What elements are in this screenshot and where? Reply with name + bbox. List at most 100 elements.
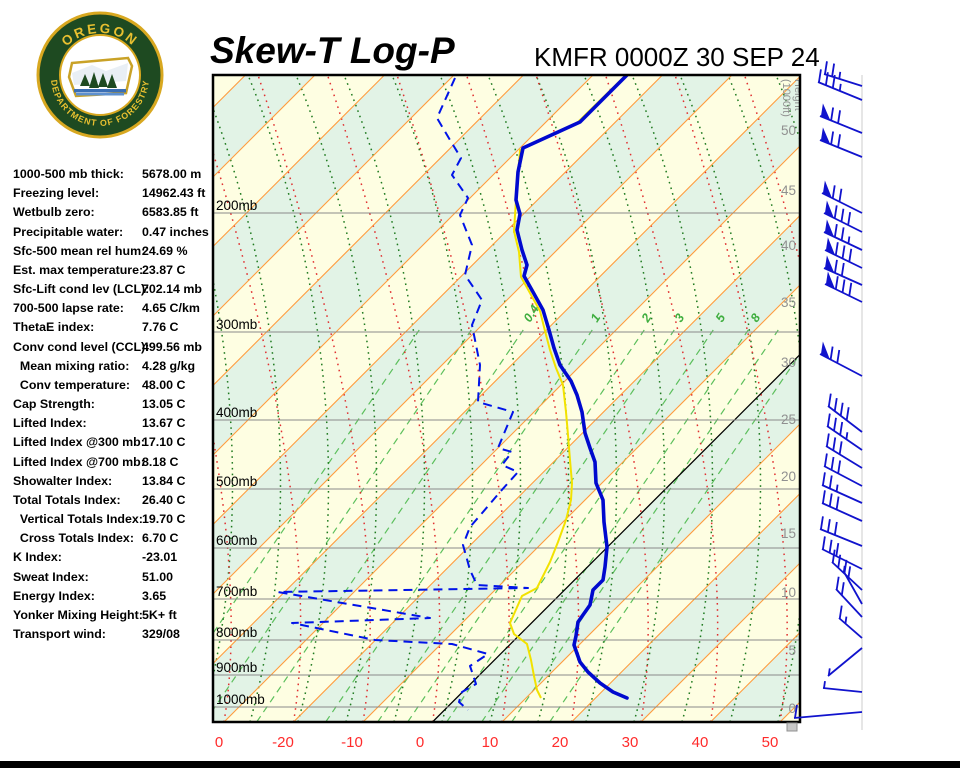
x-tick-label-1: -20 xyxy=(272,734,294,751)
wind-barb-12 xyxy=(826,413,863,451)
moist-adiabat xyxy=(727,75,800,722)
x-tick-label-7: 40 xyxy=(692,734,709,751)
index-label: Cross Totals Index: xyxy=(13,531,134,546)
index-row-1: Freezing level: 14962.43 ft xyxy=(13,186,205,200)
index-value: 0.47 inches xyxy=(142,224,209,239)
height-label-10: 10 xyxy=(781,585,796,600)
index-row-23: Yonker Mixing Height: 5K+ ft xyxy=(13,608,177,622)
index-row-15: Lifted Index @700 mb: 8.18 C xyxy=(13,455,179,469)
pressure-label-200mb: 200mb xyxy=(216,198,257,213)
moist-adiabat xyxy=(213,106,282,722)
chart-border xyxy=(211,73,802,724)
index-label: Wetbulb zero: xyxy=(13,205,95,220)
index-value: 13.67 C xyxy=(142,416,186,431)
index-label: Conv temperature: xyxy=(13,377,131,392)
wind-barb-24 xyxy=(822,680,863,693)
band xyxy=(0,75,176,722)
isotherm xyxy=(223,145,800,722)
isotherm xyxy=(213,75,385,248)
pressure-label-800mb: 800mb xyxy=(216,625,257,640)
wind-barb-5 xyxy=(823,200,863,233)
pressure-label-900mb: 900mb xyxy=(216,660,257,675)
wet-bulb-trace xyxy=(508,76,625,699)
x-tick-label-6: 30 xyxy=(622,734,639,751)
temperature-trace xyxy=(514,75,629,700)
x-tick-label-8: 50 xyxy=(762,734,779,751)
index-row-19: Cross Totals Index: 6.70 C xyxy=(13,531,179,545)
height-label-50: 50 xyxy=(781,123,796,138)
index-value: 23.87 C xyxy=(142,262,186,277)
wind-barb-22 xyxy=(838,605,863,639)
wind-barb-13 xyxy=(825,433,863,469)
index-value: 7.76 C xyxy=(142,320,179,335)
zero-isotherm xyxy=(432,353,800,722)
index-value: -23.01 xyxy=(142,550,178,565)
index-value: 14962.43 ft xyxy=(142,186,206,201)
wind-barb-column xyxy=(793,61,863,730)
index-value: 4.28 g/kg xyxy=(142,358,196,373)
index-label: Transport wind: xyxy=(13,627,106,642)
moist-adiabat xyxy=(631,75,714,722)
x-tick-label-2: -10 xyxy=(341,734,363,751)
index-value: 5678.00 m xyxy=(142,167,202,181)
wind-barb-7 xyxy=(824,237,863,269)
moist-adiabat xyxy=(872,75,952,722)
index-value: 3.65 xyxy=(142,588,167,603)
height-label-25: 25 xyxy=(781,412,796,427)
index-value: 13.84 C xyxy=(142,473,186,488)
index-label: 1000-500 mb thick: xyxy=(13,167,124,181)
pressure-label-500mb: 500mb xyxy=(216,474,257,489)
height-label-40: 40 xyxy=(781,238,796,253)
isotherm xyxy=(501,423,800,722)
index-label: Est. max temperature: xyxy=(13,262,144,277)
index-label: Total Totals Index: xyxy=(13,492,121,507)
index-row-12: Cap Strength: 13.05 C xyxy=(13,397,185,411)
index-value: 51.00 xyxy=(142,569,174,584)
pressure-label-700mb: 700mb xyxy=(216,584,257,599)
band xyxy=(919,75,960,722)
wind-barb-14 xyxy=(823,453,863,487)
index-label: Sweat Index: xyxy=(13,569,89,584)
x-tick-label-3: 0 xyxy=(416,734,424,751)
moist-adiabat xyxy=(920,75,960,722)
index-row-6: Sfc-Lift cond lev (LCL): 702.14 mb xyxy=(13,282,202,296)
index-value: 48.00 C xyxy=(142,377,186,392)
wind-barb-3 xyxy=(819,127,863,158)
index-row-17: Total Totals Index: 26.40 C xyxy=(13,493,185,507)
wind-barb-16 xyxy=(821,490,863,522)
index-row-3: Precipitable water: 0.47 inches xyxy=(13,225,209,239)
index-value: 4.65 C/km xyxy=(142,301,200,316)
isotherm xyxy=(213,75,524,387)
height-label-35: 35 xyxy=(781,295,796,310)
index-label: Lifted Index: xyxy=(13,416,87,431)
isotherm xyxy=(213,75,663,526)
isotherm-lines xyxy=(213,75,800,722)
index-label: 700-500 lapse rate: xyxy=(13,301,124,316)
index-row-0: 1000-500 mb thick: 5678.00 m xyxy=(13,167,201,181)
index-label: Freezing level: xyxy=(13,186,100,201)
index-row-10: Mean mixing ratio: 4.28 g/kg xyxy=(13,359,195,373)
wind-barb-9 xyxy=(824,271,863,303)
wind-barb-23 xyxy=(827,647,863,677)
index-row-22: Energy Index: 3.65 xyxy=(13,589,166,603)
isotherm xyxy=(213,75,246,109)
moist-adiabat xyxy=(487,75,570,722)
isotherm xyxy=(213,75,455,317)
isotherm xyxy=(779,701,800,722)
moist-adiabat xyxy=(213,276,234,681)
height-axis-title-line1: Height xyxy=(792,79,804,111)
index-row-2: Wetbulb zero: 6583.85 ft xyxy=(13,205,198,219)
isotherm xyxy=(213,75,594,456)
index-value: 5K+ ft xyxy=(142,607,177,622)
logo-state-emblem xyxy=(67,56,134,98)
index-row-16: Showalter Index: 13.84 C xyxy=(13,474,185,488)
index-label: Showalter Index: xyxy=(13,473,113,488)
isotherm xyxy=(571,492,800,722)
index-label: K Index: xyxy=(13,550,62,565)
wind-barb-21 xyxy=(835,576,863,618)
index-label: Precipitable water: xyxy=(13,224,124,239)
wind-barb-1 xyxy=(817,69,863,101)
index-value: 19.70 C xyxy=(142,512,186,527)
height-label-15: 15 xyxy=(781,526,796,541)
